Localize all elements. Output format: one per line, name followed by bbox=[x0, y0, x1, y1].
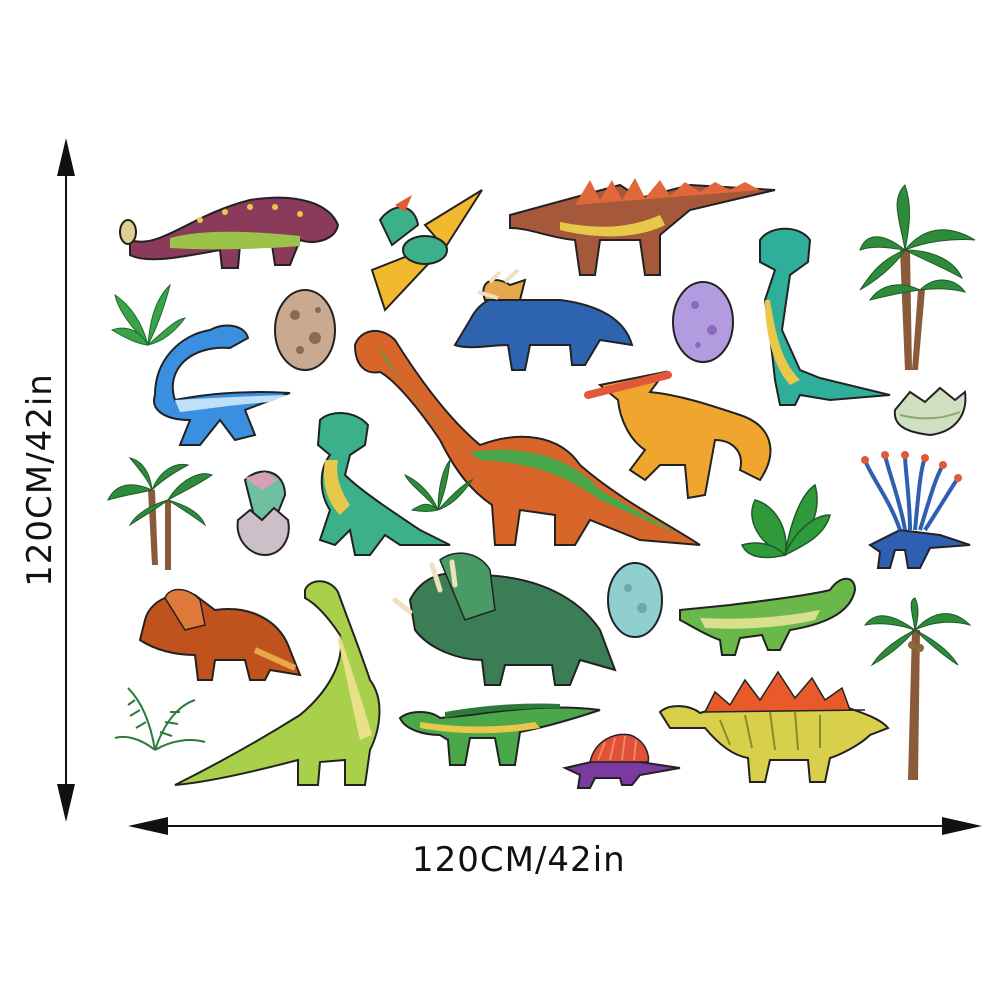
cracked-egg-icon bbox=[893, 386, 967, 437]
t-rex-icon bbox=[759, 227, 891, 406]
single-palm-icon bbox=[863, 597, 972, 780]
plesiosaur-icon bbox=[153, 324, 291, 446]
horizontal-dimension-arrow bbox=[128, 817, 982, 835]
teal-egg-icon bbox=[607, 562, 663, 638]
vertical-dimension-arrow bbox=[57, 138, 75, 822]
ankylosaurus-icon bbox=[119, 196, 340, 269]
stegosaurus-icon bbox=[658, 670, 890, 783]
green-t-rex-icon bbox=[316, 412, 451, 556]
hatching-baby-dino-icon bbox=[236, 470, 290, 557]
fern-leaf-icon bbox=[114, 687, 206, 751]
purple-egg-icon bbox=[672, 281, 734, 363]
fern-plant-icon bbox=[110, 283, 187, 346]
spinosaurus-icon bbox=[509, 178, 776, 276]
brachiosaurus-icon bbox=[353, 330, 701, 546]
tree-cluster-icon bbox=[107, 457, 214, 570]
grass-tuft-icon bbox=[403, 458, 474, 512]
dimetrodon-icon bbox=[561, 733, 681, 789]
protoceratops-icon bbox=[138, 588, 302, 681]
height-dimension-label: 120CM/42in bbox=[20, 373, 60, 587]
crocodile-icon bbox=[679, 577, 857, 656]
leafy-bush-icon bbox=[740, 483, 831, 559]
sail-back-dinosaur-icon bbox=[861, 451, 971, 569]
parasaurolophus-icon bbox=[584, 370, 772, 500]
pterodactyl-icon bbox=[370, 189, 483, 312]
width-dimension-label: 120CM/42in bbox=[412, 840, 626, 880]
triceratops-icon bbox=[392, 552, 617, 686]
diplodocus-icon bbox=[174, 580, 381, 786]
styracosaurus-icon bbox=[453, 268, 634, 371]
iguanodon-icon bbox=[398, 703, 601, 766]
palm-tree-icon bbox=[859, 184, 976, 370]
spotted-egg-icon bbox=[274, 289, 336, 371]
